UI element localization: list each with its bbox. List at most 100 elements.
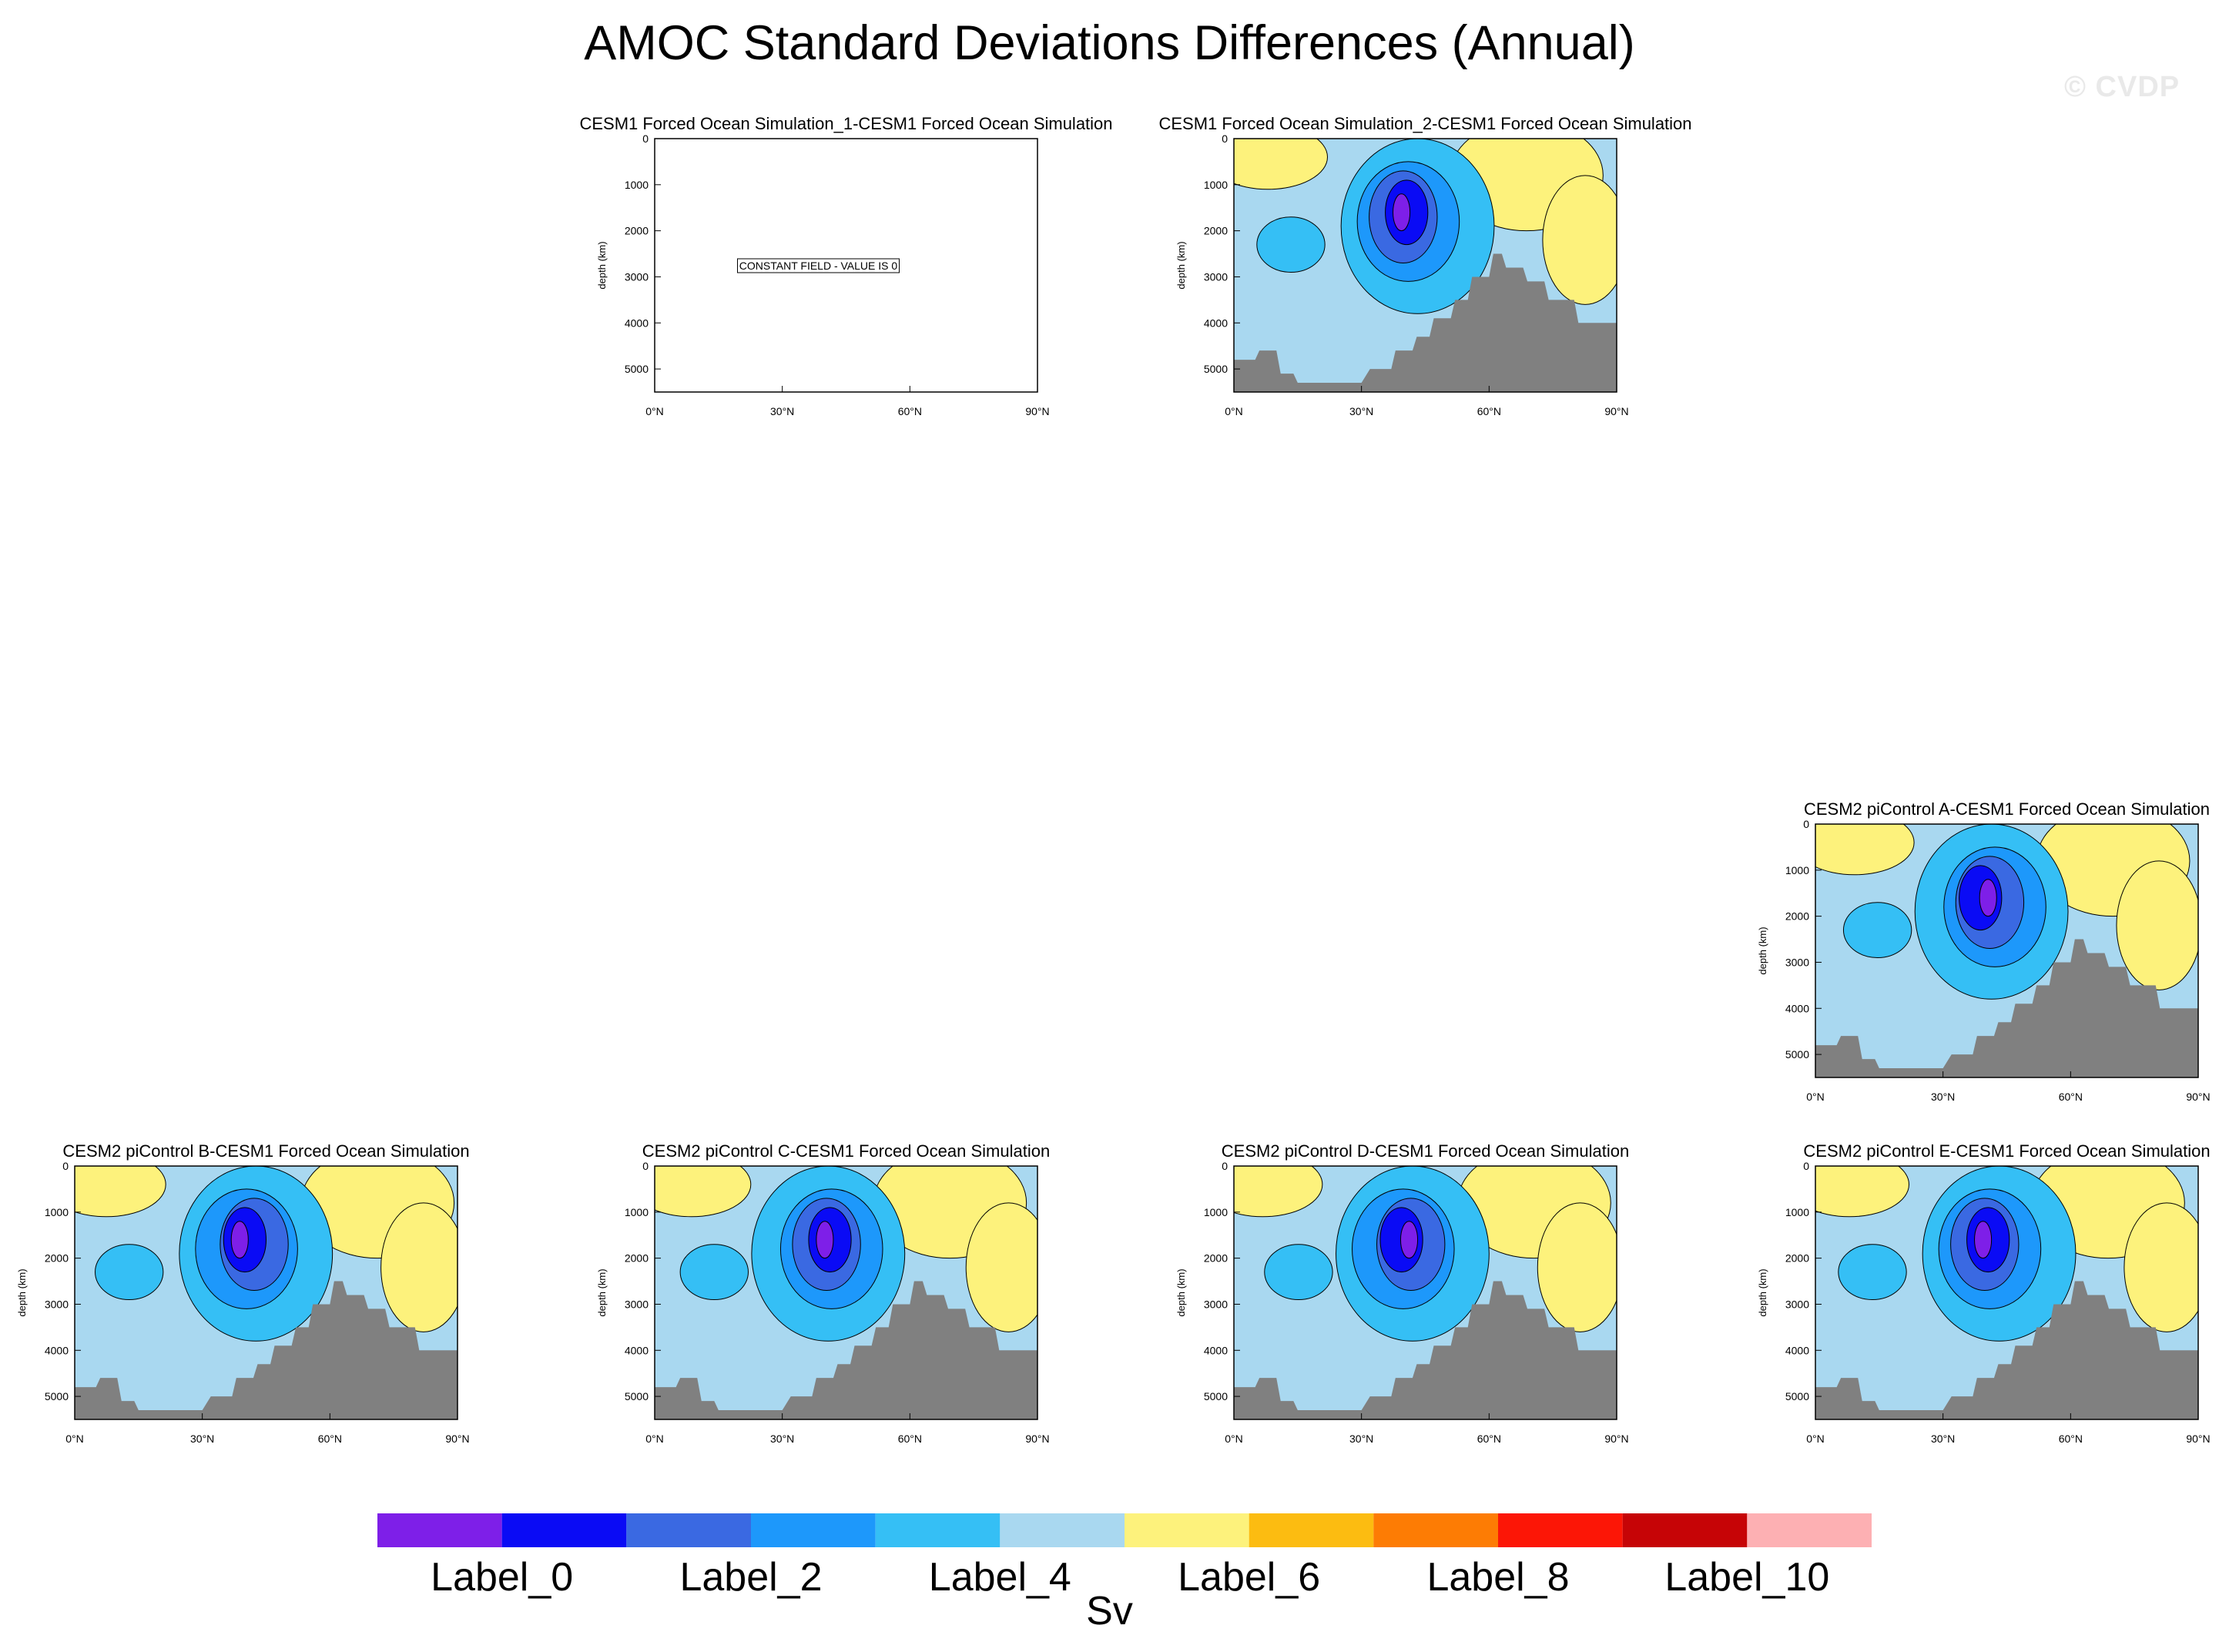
x-tick-label: 60°N [898, 405, 922, 417]
panel-2: CESM1 Forced Ocean Simulation_2-CESM1 Fo… [1158, 114, 1691, 417]
colorbar-box [1125, 1513, 1249, 1547]
panel-7: CESM2 piControl E-CESM1 Forced Ocean Sim… [1757, 1141, 2211, 1445]
x-tick-label: 90°N [1025, 405, 1049, 417]
plot-frame [1233, 1165, 1617, 1420]
y-axis-label: depth (km) [1175, 241, 1187, 289]
y-tick-label: 4000 [625, 1344, 649, 1356]
panel-6: CESM2 piControl D-CESM1 Forced Ocean Sim… [1175, 1141, 1629, 1445]
contour-region [95, 1244, 164, 1300]
contour-region [1974, 1221, 1993, 1259]
panel-1: CONSTANT FIELD - VALUE IS 0 CESM1 Forced … [579, 114, 1112, 417]
y-tick-label: 1000 [1204, 179, 1228, 191]
y-tick-label: 3000 [1785, 1298, 1809, 1310]
colorbar-box [501, 1513, 627, 1547]
contour-region [1537, 1202, 1617, 1332]
y-tick-label: 5000 [625, 363, 649, 375]
y-tick-label: 0 [62, 1160, 69, 1172]
colorbar-box [751, 1513, 876, 1547]
y-tick-label: 2000 [625, 225, 649, 237]
panel-title: CESM2 piControl E-CESM1 Forced Ocean Sim… [1803, 1141, 2210, 1161]
y-tick-label: 2000 [1204, 1252, 1228, 1265]
panel-3: CESM2 piControl A-CESM1 Forced Ocean Sim… [1757, 799, 2211, 1103]
x-tick-label: 30°N [1931, 1433, 1955, 1445]
colorbar-label: Label_2 [679, 1555, 822, 1600]
y-tick-label: 5000 [45, 1390, 69, 1402]
bathymetry-land [75, 1281, 458, 1419]
contour-region [1264, 1244, 1333, 1300]
y-tick-label: 5000 [1785, 1048, 1809, 1061]
y-tick-label: 3000 [1204, 270, 1228, 283]
x-tick-label: 30°N [770, 405, 794, 417]
x-tick-label: 30°N [190, 1433, 214, 1445]
contour-region [1234, 139, 1328, 190]
contour-region [1815, 1166, 1909, 1218]
colorbar-label: Label_4 [929, 1555, 1071, 1600]
plot-frame [1233, 138, 1617, 393]
y-tick-label: 2000 [1785, 1252, 1809, 1265]
y-tick-label: 3000 [1785, 956, 1809, 968]
x-tick-label: 0°N [1225, 1433, 1243, 1445]
bathymetry-land [1815, 1281, 2198, 1419]
plot-frame [1815, 823, 2199, 1078]
bathymetry-land [655, 1281, 1037, 1419]
colorbar-box [1747, 1513, 1872, 1547]
y-tick-label: 0 [1803, 818, 1809, 830]
panel-title: CESM1 Forced Ocean Simulation_1-CESM1 Fo… [579, 114, 1112, 133]
y-tick-label: 0 [1222, 132, 1228, 145]
y-tick-label: 4000 [1785, 1344, 1809, 1356]
panel-title: CESM1 Forced Ocean Simulation_2-CESM1 Fo… [1158, 114, 1691, 133]
x-tick-label: 90°N [445, 1433, 469, 1445]
contour-region [1979, 879, 1997, 917]
bathymetry-land [1234, 1281, 1617, 1419]
colorbar-label: Label_8 [1426, 1555, 1569, 1600]
contour-region [816, 1221, 834, 1259]
y-tick-label: 1000 [1785, 864, 1809, 876]
contour-region [380, 1202, 458, 1332]
colorbar-label: Label_6 [1178, 1555, 1320, 1600]
contour-region [2123, 1202, 2198, 1332]
y-tick-label: 3000 [625, 1298, 649, 1310]
plot-frame [654, 1165, 1038, 1420]
colorbar-box [626, 1513, 751, 1547]
contour-region [2116, 860, 2198, 990]
y-tick-label: 3000 [625, 270, 649, 283]
y-tick-label: 1000 [625, 179, 649, 191]
colorbar-box [1000, 1513, 1125, 1547]
x-tick-label: 90°N [1604, 1433, 1628, 1445]
colorbar-label: Label_10 [1664, 1555, 1829, 1600]
main-title: AMOC Standard Deviations Differences (An… [584, 16, 1635, 70]
contour-region [1542, 175, 1617, 305]
contour-region [230, 1221, 249, 1259]
x-tick-label: 30°N [770, 1433, 794, 1445]
y-tick-label: 3000 [1204, 1298, 1228, 1310]
x-tick-label: 0°N [645, 405, 664, 417]
y-tick-label: 4000 [1204, 317, 1228, 329]
x-tick-label: 30°N [1349, 405, 1373, 417]
x-tick-label: 0°N [1225, 405, 1243, 417]
plot-frame [1815, 1165, 2199, 1420]
y-tick-label: 1000 [625, 1206, 649, 1218]
x-tick-label: 30°N [1349, 1433, 1373, 1445]
panel-title: CESM2 piControl C-CESM1 Forced Ocean Sim… [642, 1141, 1050, 1161]
contour-region [965, 1202, 1037, 1332]
y-tick-label: 5000 [625, 1390, 649, 1402]
colorbar-box [1249, 1513, 1374, 1547]
constant-field-box [737, 258, 900, 273]
x-tick-label: 0°N [1806, 1091, 1825, 1103]
x-tick-label: 30°N [1931, 1091, 1955, 1103]
colorbar-box [377, 1513, 502, 1547]
y-tick-label: 5000 [1204, 363, 1228, 375]
x-tick-label: 0°N [65, 1433, 84, 1445]
y-axis-label: depth (km) [1175, 1268, 1187, 1316]
bathymetry-land [1815, 939, 2198, 1077]
y-tick-label: 4000 [1204, 1344, 1228, 1356]
contour-region [75, 1166, 166, 1218]
watermark: © CVDP [2064, 71, 2180, 103]
y-tick-label: 0 [1222, 1160, 1228, 1172]
plot-frame [74, 1165, 458, 1420]
x-tick-label: 90°N [1604, 405, 1628, 417]
y-tick-label: 3000 [45, 1298, 69, 1310]
contour-region [1256, 216, 1326, 273]
panel-title: CESM2 piControl B-CESM1 Forced Ocean Sim… [62, 1141, 469, 1161]
